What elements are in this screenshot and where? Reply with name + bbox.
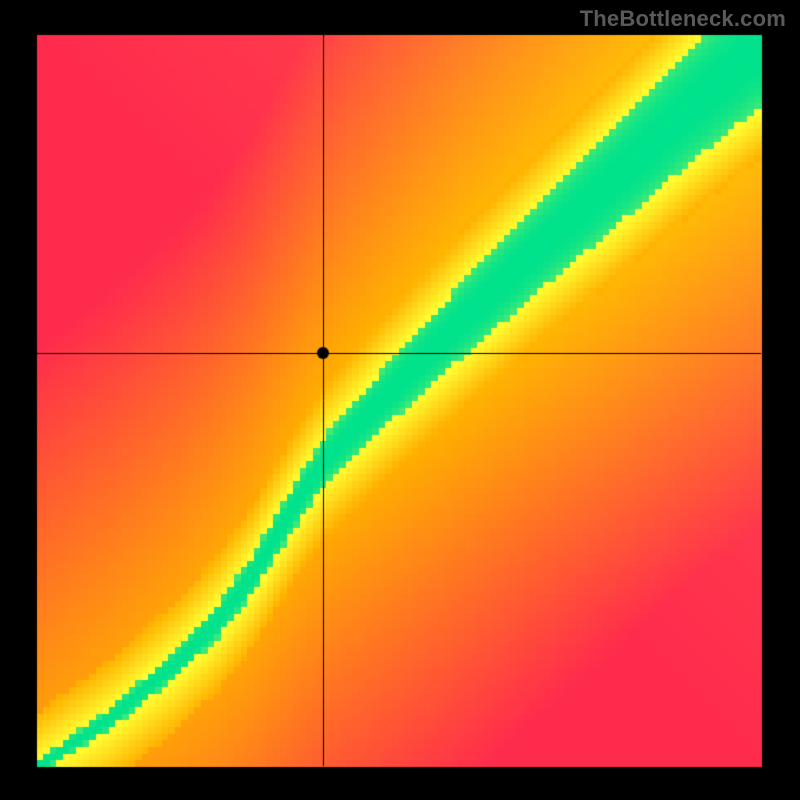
watermark: TheBottleneck.com xyxy=(580,6,786,32)
heatmap-canvas xyxy=(0,0,800,800)
chart-container: { "watermark": "TheBottleneck.com", "can… xyxy=(0,0,800,800)
